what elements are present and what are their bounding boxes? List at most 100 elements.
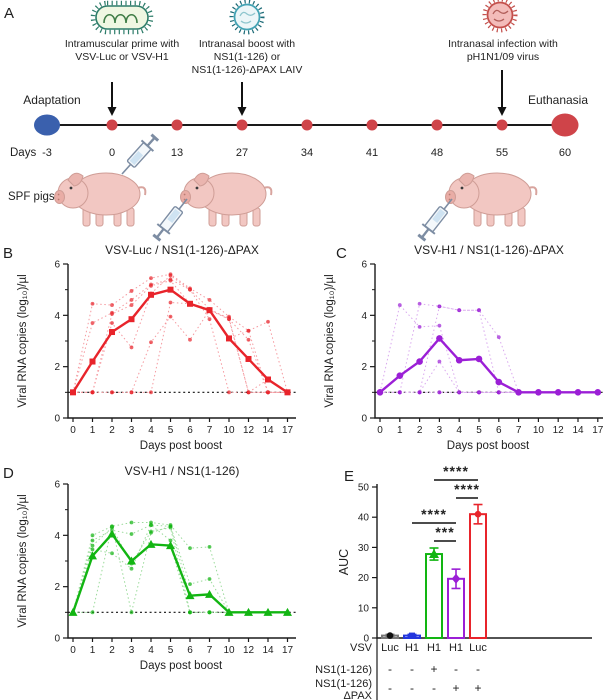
individual-data-point	[90, 301, 95, 306]
x-tick-label: 7	[207, 425, 213, 436]
boost-caption: Intranasal boost with	[199, 38, 295, 50]
mean-marker	[283, 607, 292, 616]
individual-animal-line	[380, 305, 598, 393]
individual-data-point	[207, 317, 212, 322]
individual-data-point	[90, 610, 95, 615]
mean-marker	[495, 378, 503, 386]
x-tick-label: 6	[187, 645, 193, 656]
y-tick-label: 4	[54, 311, 60, 322]
individual-data-point	[437, 390, 442, 395]
individual-data-point	[188, 337, 192, 342]
individual-data-point	[496, 335, 501, 340]
x-tick-label: 2	[109, 645, 115, 656]
individual-data-point	[168, 538, 173, 543]
mean-marker	[396, 372, 404, 379]
x-tick-label: 7	[207, 645, 213, 656]
mean-marker	[166, 541, 175, 550]
panel-label-B: B	[3, 245, 13, 262]
x-tick-label: 5	[476, 425, 482, 436]
y-tick-label: 6	[54, 480, 60, 491]
x-tick-label: 12	[553, 425, 565, 436]
x-tick-label: 3	[129, 645, 135, 656]
vsv-row-value: Luc	[381, 642, 399, 654]
individual-data-point	[188, 582, 192, 586]
x-tick-label: 0	[377, 425, 383, 436]
x-tick-label: 2	[109, 425, 115, 436]
panel-label-A: A	[4, 5, 14, 22]
x-tick-label: 14	[262, 425, 274, 436]
infection-arrow-icon	[497, 70, 507, 116]
x-tick-label: 17	[592, 425, 604, 436]
individual-data-point	[417, 301, 422, 306]
ns1-row-value: -	[454, 662, 458, 676]
laiv-virion-icon	[229, 0, 265, 35]
y-tick-label: 6	[361, 260, 367, 271]
mean-marker	[224, 607, 234, 616]
x-axis-label: Days post boost	[140, 660, 223, 672]
chart-title: VSV-H1 / NS1(1-126)	[125, 464, 240, 478]
mean-marker	[474, 510, 482, 518]
euthanasia-label: Euthanasia	[528, 93, 588, 107]
individual-data-point	[477, 308, 481, 313]
individual-data-point	[129, 610, 134, 615]
day-value: 41	[366, 147, 378, 159]
prime-caption-line2: VSV-Luc or VSV-H1	[75, 51, 169, 63]
individual-data-point	[90, 321, 95, 325]
y-tick-label: 30	[358, 543, 370, 554]
y-tick-label: 2	[54, 362, 60, 373]
individual-data-point	[110, 312, 114, 316]
individual-data-point	[149, 276, 153, 281]
mean-marker	[265, 376, 271, 383]
y-tick-label: 40	[358, 513, 370, 524]
individual-data-point	[457, 390, 462, 395]
x-tick-label: 17	[282, 425, 294, 436]
x-tick-label: 6	[187, 425, 193, 436]
panel-label-C: C	[336, 245, 347, 262]
panel-e-bar-chart: 01020304050Luc--H1--H1+-H1-+Luc-+VSVNS1(…	[315, 463, 592, 700]
individual-animal-line	[380, 303, 598, 393]
individual-data-point	[129, 298, 134, 302]
y-tick-label: 0	[363, 634, 369, 645]
boost-caption-line3: NS1(1-126)-ΔPAX LAIV	[192, 64, 303, 76]
prime-caption: Intramuscular prime with	[65, 38, 180, 50]
individual-data-point	[90, 390, 95, 395]
ns1-row-value: -	[410, 662, 414, 676]
timeline-dots	[106, 119, 508, 131]
x-tick-label: 12	[243, 425, 255, 436]
day-value: 55	[496, 147, 508, 159]
y-tick-label: 6	[54, 260, 60, 271]
x-tick-label: 3	[129, 425, 135, 436]
vsv-row-value: H1	[427, 642, 441, 654]
mean-line	[71, 532, 288, 614]
x-tick-label: 10	[223, 645, 235, 656]
significance-stars: ***	[435, 524, 454, 540]
mean-marker	[429, 549, 439, 558]
ns1-row-value: +	[430, 662, 437, 676]
individual-data-point	[110, 551, 114, 556]
mean-marker	[451, 573, 461, 584]
chart-title: VSV-Luc / NS1(1-126)-ΔPAX	[105, 243, 259, 257]
x-tick-label: 0	[70, 645, 76, 656]
pig-prime	[53, 172, 147, 227]
y-axis-label: AUC	[337, 549, 351, 575]
mean-marker	[515, 389, 522, 396]
individual-animal-line	[379, 304, 598, 393]
x-tick-label: 1	[90, 425, 96, 436]
mean-marker	[226, 335, 232, 342]
mean-marker	[187, 300, 193, 307]
x-tick-label: 1	[90, 645, 96, 656]
significance-stars: ****	[454, 481, 480, 497]
individual-data-point	[168, 524, 173, 529]
mean-marker	[70, 389, 76, 396]
mean-marker	[284, 389, 291, 396]
prime-arrow-icon	[107, 82, 117, 116]
panel-label-E: E	[344, 468, 354, 485]
x-tick-label: 17	[282, 645, 294, 656]
pig-infection	[444, 172, 538, 227]
spf-pigs-label: SPF pigs	[8, 191, 55, 203]
individual-data-point	[110, 524, 114, 529]
vsv-row-value: H1	[449, 642, 463, 654]
individual-data-point	[168, 300, 173, 305]
vsv-row-value: Luc	[469, 642, 487, 654]
